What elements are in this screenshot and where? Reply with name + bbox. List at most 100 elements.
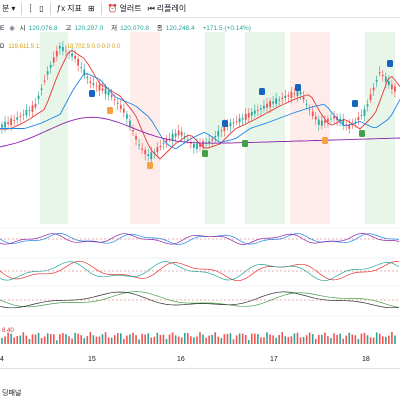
candle-body xyxy=(263,105,265,109)
bar-style-button[interactable]: ┆ xyxy=(28,4,33,13)
candle-body xyxy=(162,143,165,144)
candle-body xyxy=(281,97,284,99)
candle-body xyxy=(174,133,177,137)
candle-body xyxy=(83,69,86,76)
replay-button[interactable]: ⏮ 리플레이 xyxy=(148,3,187,14)
low-label: 저 xyxy=(111,25,118,32)
volume-bar xyxy=(321,334,323,344)
candle-body xyxy=(199,143,201,147)
candle-body xyxy=(22,114,25,116)
interval-label: 분 xyxy=(2,4,10,13)
volume-bar xyxy=(269,334,271,344)
volume-bar xyxy=(208,335,210,344)
volume-bar xyxy=(357,338,360,344)
candle-body xyxy=(333,116,335,119)
volume-bar xyxy=(113,335,116,344)
volume-bar xyxy=(86,336,89,344)
price-chart[interactable]: 8.40 xyxy=(0,32,400,356)
candle-body xyxy=(232,122,235,124)
indicators-button[interactable]: ƒx 지표 xyxy=(57,3,82,14)
volume-bar xyxy=(74,332,76,344)
signal-marker xyxy=(322,137,328,144)
volume-bar xyxy=(89,332,92,344)
volume-bar xyxy=(159,335,162,344)
candle-body xyxy=(150,152,153,160)
volume-bar xyxy=(190,336,192,344)
bottom-panel xyxy=(0,368,400,401)
candle-body xyxy=(183,136,186,138)
volume-bar xyxy=(177,336,180,344)
volume-bar xyxy=(31,334,34,344)
volume-bar xyxy=(150,337,153,344)
volume-bar xyxy=(296,332,299,344)
legend-eye-icon[interactable]: ◉ xyxy=(9,25,15,32)
candle-body xyxy=(159,146,162,148)
volume-bar xyxy=(171,332,174,344)
candle-body xyxy=(217,131,220,137)
volume-bar xyxy=(244,335,247,344)
x-tick-1: 15 xyxy=(88,356,96,363)
signal-marker xyxy=(352,100,358,107)
alarm-icon: ⏰ xyxy=(107,4,118,13)
volume-bar xyxy=(104,332,107,344)
candle-body xyxy=(55,50,58,57)
volume-bar xyxy=(202,334,204,344)
trading-panel-tab[interactable]: 딩패널 xyxy=(2,390,22,397)
volume-bar xyxy=(260,337,262,344)
candle-body xyxy=(275,98,278,104)
volume-bar xyxy=(275,337,277,344)
candle-body xyxy=(339,118,342,123)
candle-body xyxy=(16,117,19,120)
alert-button[interactable]: ⏰ 얼러트 xyxy=(108,3,142,14)
chart-toolbar: 분 ▾ ┆ ▯ ƒx 지표 ⊞ ⏰ 얼러트 ⏮ 리플레이 xyxy=(0,0,400,18)
volume-bar xyxy=(238,333,241,344)
volume-bar xyxy=(10,333,12,344)
volume-bar xyxy=(83,338,86,344)
volume-bar xyxy=(156,332,159,344)
candle-body xyxy=(10,118,13,126)
close-value: 종 120,248.4 xyxy=(157,25,198,32)
candle-body xyxy=(95,85,98,87)
candle-body xyxy=(311,111,314,117)
candle-body xyxy=(138,144,140,146)
candle-body xyxy=(193,143,195,148)
volume-bar xyxy=(220,337,223,344)
volume-bar xyxy=(56,340,58,344)
volume-bar xyxy=(25,335,28,344)
close-number: 120,248.4 xyxy=(165,25,195,32)
candle-body xyxy=(220,130,223,132)
candle-body xyxy=(391,84,393,90)
candle-body xyxy=(208,141,211,144)
ma-slow-line xyxy=(0,116,400,148)
candle-body xyxy=(378,72,381,74)
candle-body xyxy=(256,109,259,111)
candle-body xyxy=(180,131,183,136)
candle-body xyxy=(125,114,128,119)
candle-body xyxy=(327,118,329,122)
x-tick-3: 17 xyxy=(270,356,278,363)
candle-body xyxy=(287,95,290,97)
candle-body xyxy=(247,113,250,118)
signal-markers xyxy=(89,60,393,169)
volume-bar xyxy=(34,334,37,344)
moving-averages xyxy=(0,49,400,160)
volume-bar xyxy=(247,339,250,344)
replay-label: 리플레이 xyxy=(156,4,187,13)
candle-body xyxy=(381,74,384,77)
candle-body xyxy=(34,104,37,108)
candle-body xyxy=(348,124,351,129)
candle-body xyxy=(28,110,31,112)
candle-body xyxy=(156,147,159,153)
candle-body xyxy=(7,122,9,125)
volume-bar xyxy=(232,339,235,344)
candle-body xyxy=(214,136,217,138)
candle-body xyxy=(250,111,253,116)
candle-style-button[interactable]: ▯ xyxy=(39,4,43,13)
candle-body xyxy=(68,52,70,54)
candle-body xyxy=(104,88,107,95)
signal-band xyxy=(130,32,160,224)
interval-button[interactable]: 분 ▾ xyxy=(2,3,15,14)
candle-body xyxy=(235,121,238,123)
volume-bar xyxy=(214,332,217,344)
layout-button[interactable]: ⊞ xyxy=(88,4,95,13)
